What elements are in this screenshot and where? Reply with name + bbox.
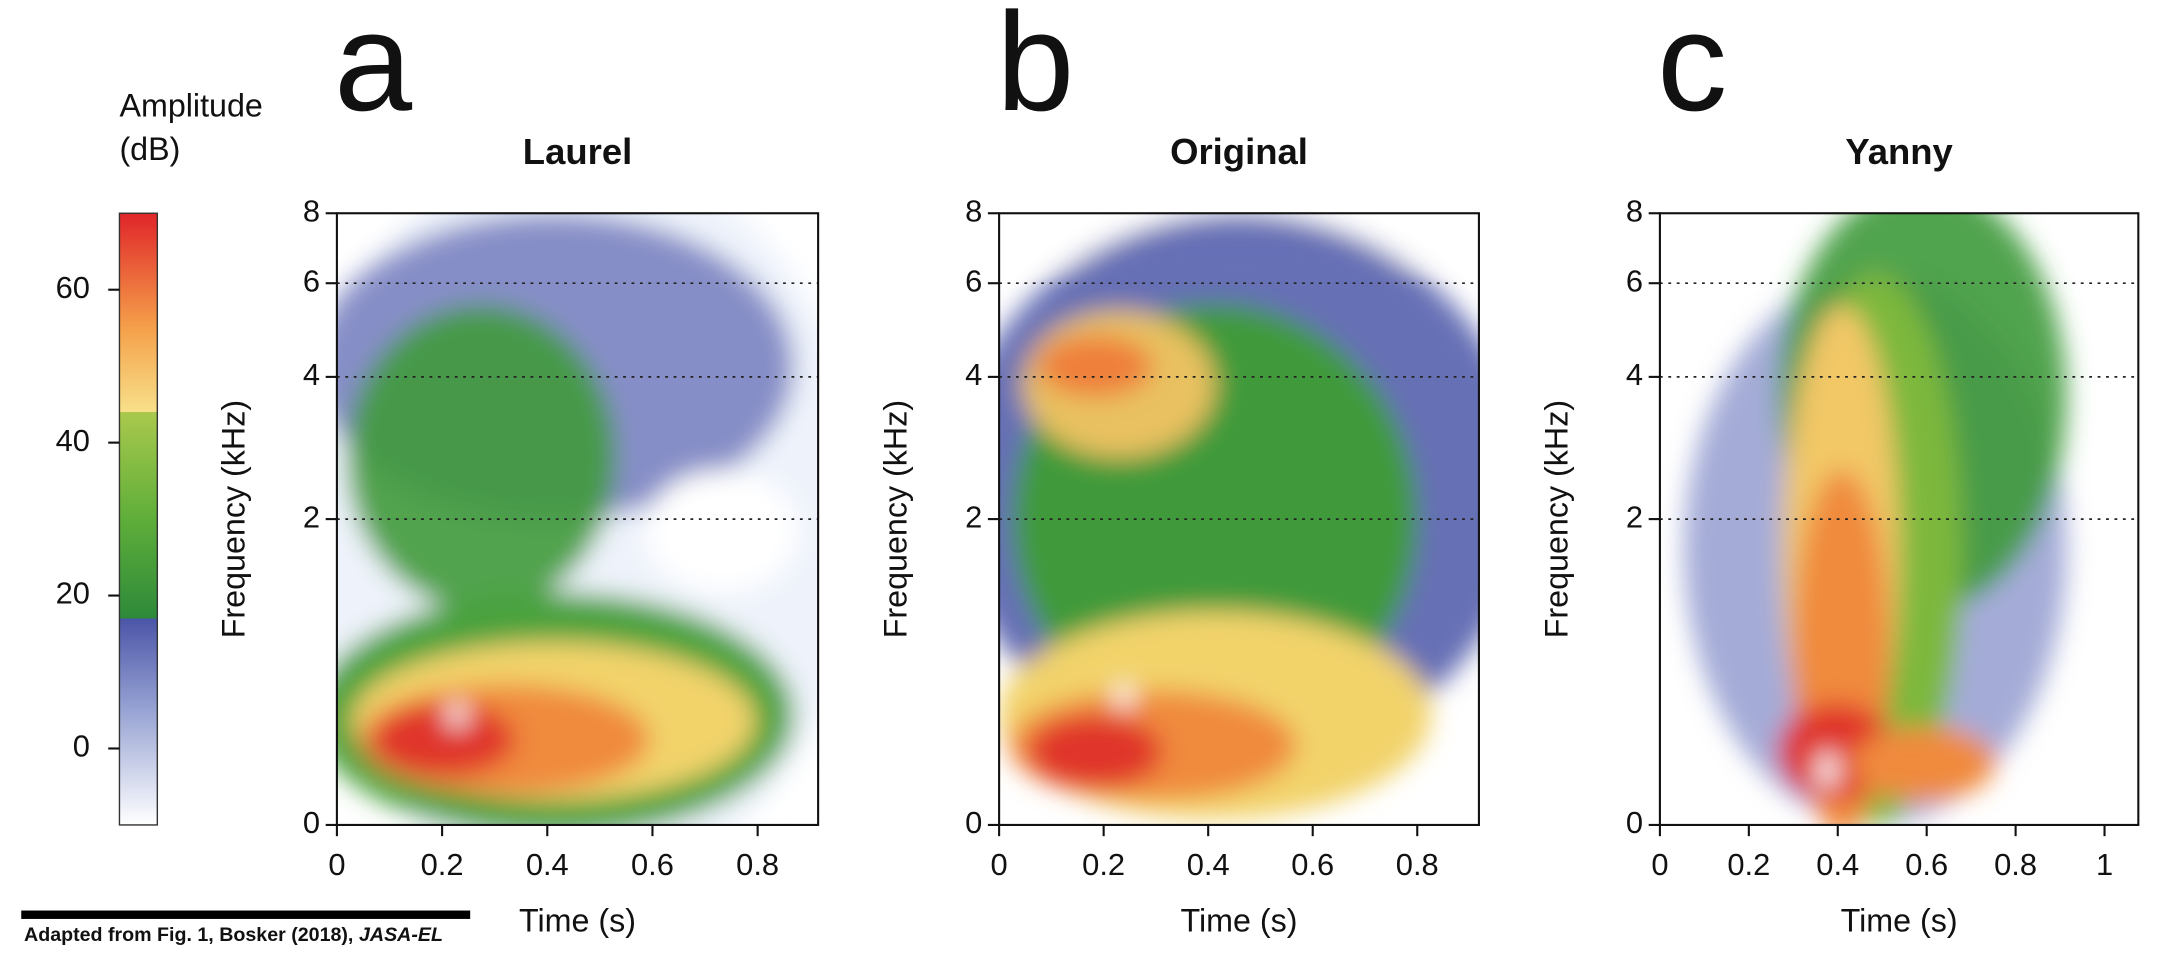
y-tick-label: 4 — [965, 357, 982, 392]
spectrogram-blob — [644, 470, 799, 593]
source: Adapted from Fig. 1, Bosker (2018), JASA-… — [24, 924, 443, 946]
x-tick-label: 0.6 — [631, 847, 674, 882]
y-tick-label: 2 — [965, 499, 982, 534]
spectrogram-blob — [1817, 751, 1837, 789]
source-journal: JASA-EL — [359, 924, 443, 946]
spectrogram-blob — [1027, 714, 1163, 789]
panel-label: b — [996, 0, 1074, 140]
x-tick-label: 0.4 — [1187, 847, 1230, 882]
y-tick-label: 6 — [965, 263, 982, 298]
y-tick-label: 2 — [1626, 499, 1643, 534]
panel-title: Laurel — [523, 131, 632, 172]
source-rule — [21, 910, 471, 919]
panel-label: c — [1657, 0, 1727, 140]
colorbar-tick-label: 40 — [56, 423, 90, 458]
x-tick-label: 0.6 — [1905, 847, 1948, 882]
x-tick-label: 0 — [1651, 847, 1668, 882]
x-tick-label: 0 — [328, 847, 345, 882]
colorbar-tick-label: 0 — [73, 729, 90, 764]
y-tick-label: 0 — [303, 805, 320, 840]
x-tick-label: 0.6 — [1291, 847, 1334, 882]
panel-title: Yanny — [1845, 131, 1953, 172]
plot-frame — [335, 212, 820, 826]
colorbar-label: Amplitude — [119, 88, 262, 124]
x-tick-label: 0.8 — [736, 847, 779, 882]
y-tick-label: 2 — [303, 499, 320, 534]
x-axis-label: Time (s) — [1180, 903, 1297, 939]
colorbar-tick-label: 60 — [56, 270, 90, 305]
spectrogram-layer — [336, 213, 819, 825]
x-tick-label: 0.2 — [1082, 847, 1125, 882]
colorbar-tick-label: 20 — [56, 576, 90, 611]
y-tick-label: 0 — [965, 805, 982, 840]
y-tick-label: 0 — [1626, 805, 1643, 840]
colorbar-label: (dB) — [119, 131, 180, 167]
x-tick-label: 0.2 — [421, 847, 464, 882]
spectrogram — [999, 213, 1479, 819]
y-tick-label: 8 — [303, 193, 320, 228]
spectrogram — [336, 213, 819, 825]
y-tick-label: 8 — [965, 193, 982, 228]
spectrogram-blob — [346, 305, 617, 611]
x-tick-label: 0.8 — [1994, 847, 2037, 882]
x-tick-label: 0.8 — [1396, 847, 1439, 882]
y-tick-label: 6 — [303, 263, 320, 298]
spectrogram-layer — [999, 213, 1479, 819]
source-text: Adapted from Fig. 1, Bosker (2018), — [24, 924, 353, 946]
spectrogram — [1683, 213, 2067, 825]
y-axis-label: Frequency (kHz) — [215, 400, 251, 638]
y-tick-label: 4 — [1626, 357, 1643, 392]
plot-frame — [1658, 212, 2140, 826]
panel-label: a — [334, 0, 413, 140]
spectrogram-blob — [370, 702, 515, 777]
x-axis-label: Time (s) — [1841, 903, 1958, 939]
y-tick-label: 4 — [303, 357, 320, 392]
x-tick-label: 0.4 — [1816, 847, 1859, 882]
spectrogram-blob — [447, 702, 467, 728]
panel-title: Original — [1170, 131, 1308, 172]
y-axis-label: Frequency (kHz) — [878, 400, 914, 638]
x-axis-label: Time (s) — [519, 903, 636, 939]
colorbar — [118, 212, 159, 826]
x-tick-label: 0.2 — [1727, 847, 1770, 882]
spectrogram-blob — [1037, 335, 1153, 397]
x-tick-label: 0.4 — [526, 847, 569, 882]
x-tick-label: 0 — [991, 847, 1008, 882]
spectrogram-blob — [1114, 684, 1134, 709]
x-tick-label: 1 — [2096, 847, 2113, 882]
spectrogram-blob — [1851, 727, 1995, 801]
y-tick-label: 6 — [1626, 263, 1643, 298]
plot-frame — [998, 212, 1480, 826]
y-axis-label: Frequency (kHz) — [1538, 400, 1574, 638]
y-tick-label: 8 — [1626, 193, 1643, 228]
spectrogram-layer — [1683, 213, 2067, 825]
